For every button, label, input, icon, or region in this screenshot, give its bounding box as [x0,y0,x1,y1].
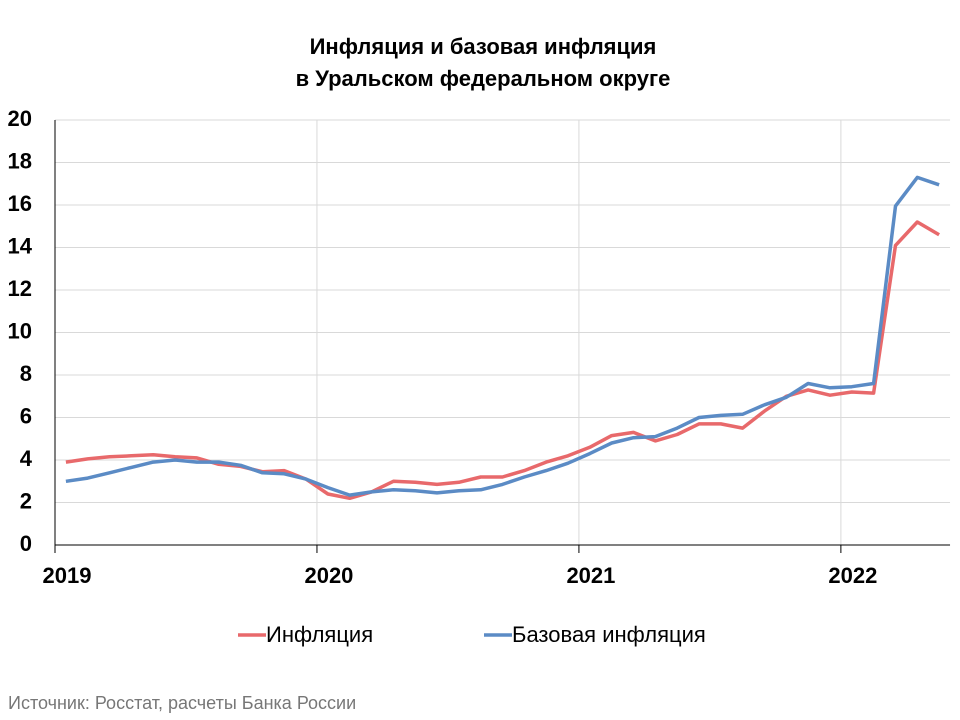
x-tick-label: 2021 [566,563,615,588]
y-tick-label: 6 [20,403,32,428]
legend-label: Базовая инфляция [512,622,706,647]
y-tick-label: 14 [8,233,33,258]
source-note: Источник: Росстат, расчеты Банка России [8,693,356,713]
y-tick-label: 0 [20,531,32,556]
series-line [65,175,940,497]
y-tick-label: 4 [20,446,33,471]
series-line [65,220,940,501]
y-tick-label: 18 [8,148,32,173]
y-tick-label: 16 [8,191,32,216]
y-tick-label: 20 [8,106,32,131]
chart-title: в Уральском федеральном округе [296,66,671,91]
x-tick-label: 2019 [43,563,92,588]
x-tick-label: 2020 [304,563,353,588]
y-tick-label: 10 [8,318,32,343]
x-tick-label: 2022 [828,563,877,588]
y-tick-label: 8 [20,361,32,386]
y-tick-label: 12 [8,276,32,301]
y-tick-label: 2 [20,488,32,513]
legend-label: Инфляция [266,622,373,647]
chart-title: Инфляция и базовая инфляция [310,34,657,59]
